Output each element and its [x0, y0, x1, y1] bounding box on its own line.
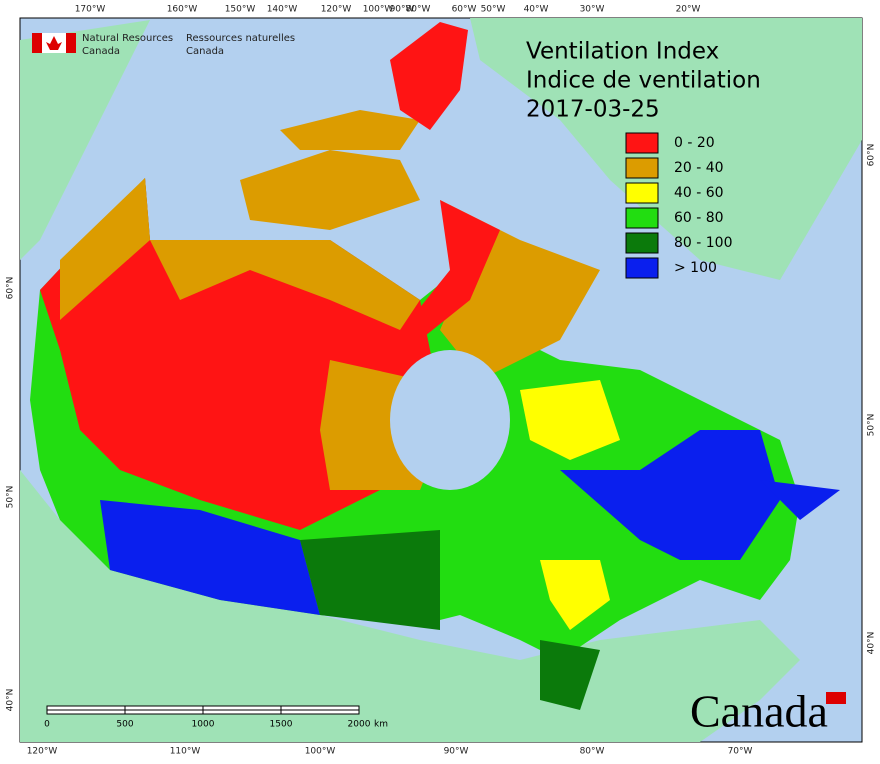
- latitude-label: 60°N: [6, 277, 16, 300]
- latitude-label: 50°N: [867, 414, 877, 437]
- legend-label: 80 - 100: [674, 235, 733, 251]
- scale-label: 0: [44, 720, 50, 730]
- longitude-label: 90°W: [390, 5, 415, 15]
- longitude-label: 120°W: [321, 5, 352, 15]
- longitude-label: 120°W: [27, 747, 58, 757]
- wordmark-flag: [826, 692, 846, 704]
- longitude-label: 30°W: [580, 5, 605, 15]
- legend-swatch: [625, 157, 659, 179]
- legend: 0 - 20 20 - 40 40 - 60 60 - 80 80 - 100 > 100: [625, 132, 733, 279]
- longitude-label: 80°W: [580, 747, 605, 757]
- legend-label: 40 - 60: [674, 185, 724, 201]
- longitude-label: 170°W: [75, 5, 106, 15]
- basemap: [20, 18, 862, 742]
- legend-label: 60 - 80: [674, 210, 724, 226]
- legend-swatch: [625, 182, 659, 204]
- longitude-label: 150°W: [225, 5, 256, 15]
- latitude-label: 50°N: [6, 486, 16, 509]
- longitude-label: 60°W: [452, 5, 477, 15]
- legend-label: 20 - 40: [674, 160, 724, 176]
- scale-label: 2000: [348, 720, 371, 730]
- map-title: 2017-03-25: [526, 97, 660, 123]
- flag-icon: [32, 33, 76, 53]
- longitude-label: 100°W: [305, 747, 336, 757]
- scale-label: 1500: [270, 720, 293, 730]
- legend-swatch: [625, 257, 659, 279]
- longitude-label: 160°W: [167, 5, 198, 15]
- latitude-label: 40°N: [6, 689, 16, 712]
- longitude-label: 40°W: [524, 5, 549, 15]
- scale-label: 500: [116, 720, 133, 730]
- legend-swatch: [625, 232, 659, 254]
- longitude-label: 140°W: [267, 5, 298, 15]
- labels: 170°W 160°W 150°W 140°W 120°W 100°W90°W80°W 60…: [6, 5, 877, 757]
- scale-unit: km: [374, 720, 388, 730]
- org-name: Ressources naturelles: [186, 33, 295, 44]
- map-title: Indice de ventilation: [526, 68, 761, 94]
- legend-label: 0 - 20: [674, 135, 715, 151]
- org-name: Natural Resources: [82, 33, 173, 44]
- legend-label: > 100: [674, 260, 717, 276]
- latitude-label: 60°N: [867, 144, 877, 167]
- longitude-label: 70°W: [728, 747, 753, 757]
- longitude-label: 100°W: [363, 5, 394, 15]
- wordmark: Canada: [690, 686, 828, 737]
- legend-swatch: [625, 207, 659, 229]
- longitude-label: 90°W: [444, 747, 469, 757]
- org-name: Canada: [82, 46, 120, 57]
- map-title: Ventilation Index: [526, 39, 719, 65]
- org-name: Canada: [186, 46, 224, 57]
- longitude-label: 110°W: [170, 747, 201, 757]
- longitude-label: 50°W: [481, 5, 506, 15]
- scale-label: 1000: [192, 720, 215, 730]
- longitude-label: 80°W: [406, 5, 431, 15]
- legend-swatch: [625, 132, 659, 154]
- latitude-label: 40°N: [867, 632, 877, 655]
- longitude-label: 20°W: [676, 5, 701, 15]
